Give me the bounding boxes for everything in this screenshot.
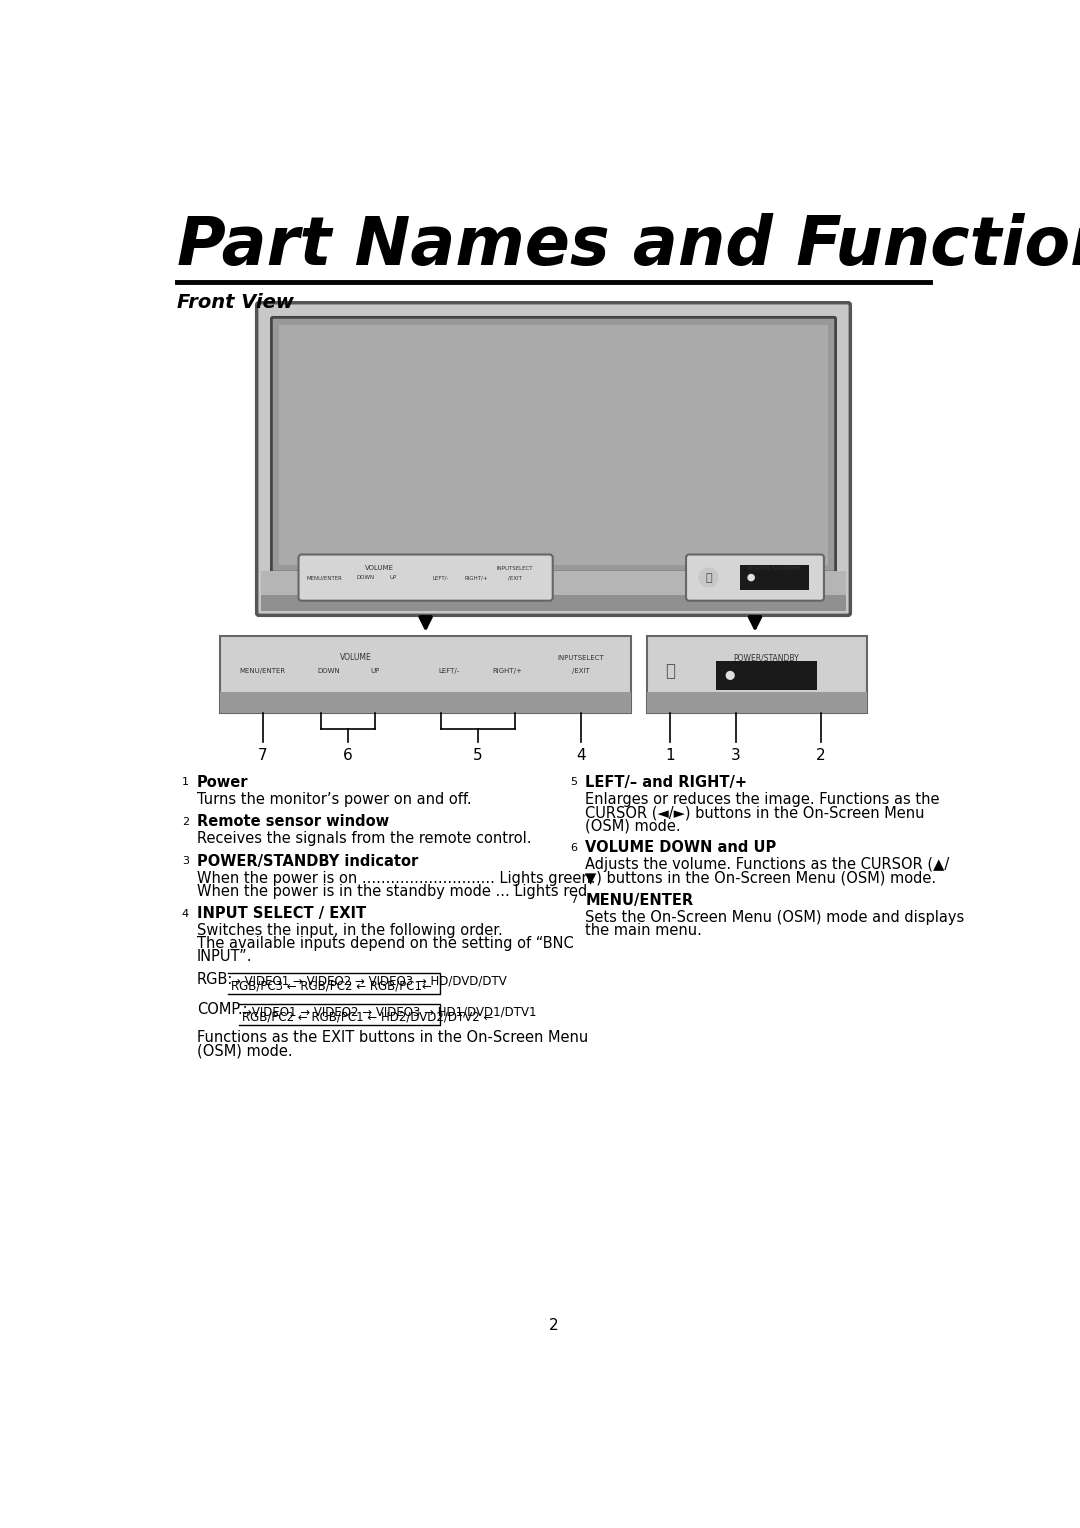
FancyBboxPatch shape xyxy=(298,555,553,601)
Text: Remote sensor window: Remote sensor window xyxy=(197,814,389,830)
Text: MENU/ENTER: MENU/ENTER xyxy=(307,575,342,581)
Text: Part Names and Function: Part Names and Function xyxy=(177,212,1080,278)
Text: 7: 7 xyxy=(258,749,268,762)
Bar xyxy=(279,325,828,564)
Text: 1: 1 xyxy=(181,778,189,787)
Text: 2: 2 xyxy=(549,1317,558,1332)
Text: 3: 3 xyxy=(181,856,189,866)
Text: 5: 5 xyxy=(473,749,483,762)
Text: 4: 4 xyxy=(576,749,585,762)
Text: When the power is on ............................ Lights green.: When the power is on ...................… xyxy=(197,871,595,886)
Bar xyxy=(716,660,816,691)
Text: LEFT/-: LEFT/- xyxy=(433,575,449,581)
Text: The available inputs depend on the setting of “BNC: The available inputs depend on the setti… xyxy=(197,937,573,950)
Text: Enlarges or reduces the image. Functions as the: Enlarges or reduces the image. Functions… xyxy=(585,792,940,807)
Bar xyxy=(647,692,867,714)
Text: Receives the signals from the remote control.: Receives the signals from the remote con… xyxy=(197,831,531,847)
Text: Functions as the EXIT buttons in the On-Screen Menu: Functions as the EXIT buttons in the On-… xyxy=(197,1030,589,1045)
Circle shape xyxy=(723,743,748,769)
Text: INPUTSELECT: INPUTSELECT xyxy=(557,654,604,660)
Text: RGB/PC3 ← RGB/PC2 ← RGB/PC1←: RGB/PC3 ← RGB/PC2 ← RGB/PC1← xyxy=(231,979,432,993)
Circle shape xyxy=(177,854,193,869)
Circle shape xyxy=(727,671,734,680)
Text: RIGHT/+: RIGHT/+ xyxy=(492,668,522,674)
Text: Power: Power xyxy=(197,775,248,790)
Text: Front View: Front View xyxy=(177,293,294,312)
Text: →VIDEO1 → VIDEO2 → VIDEO3 → HD1/DVD1/DTV1: →VIDEO1 → VIDEO2 → VIDEO3 → HD1/DVD1/DTV… xyxy=(242,1005,537,1018)
Text: 5: 5 xyxy=(570,778,577,787)
Bar xyxy=(260,594,847,611)
Text: (OSM) mode.: (OSM) mode. xyxy=(585,817,680,833)
Text: 2: 2 xyxy=(181,817,189,827)
Circle shape xyxy=(657,743,683,769)
Text: Adjusts the volume. Functions as the CURSOR (▲/: Adjusts the volume. Functions as the CUR… xyxy=(585,857,949,872)
Text: Switches the input, in the following order.: Switches the input, in the following ord… xyxy=(197,923,503,938)
Circle shape xyxy=(335,743,362,769)
Text: 7: 7 xyxy=(570,895,577,906)
Circle shape xyxy=(177,906,193,921)
Text: Sets the On-Screen Menu (OSM) mode and displays: Sets the On-Screen Menu (OSM) mode and d… xyxy=(585,909,964,924)
Text: UP: UP xyxy=(390,575,396,581)
Text: 6: 6 xyxy=(570,843,577,853)
Text: (OSM) mode.: (OSM) mode. xyxy=(197,1044,293,1059)
Text: /EXIT: /EXIT xyxy=(571,668,590,674)
Text: RGB/PC2 ← RGB/PC1 ← HD2/DVD2/DTV2 ←: RGB/PC2 ← RGB/PC1 ← HD2/DVD2/DTV2 ← xyxy=(242,1010,494,1024)
Text: DOWN: DOWN xyxy=(356,575,375,581)
Text: ⏻: ⏻ xyxy=(705,573,712,582)
Circle shape xyxy=(249,743,276,769)
Text: ▼) buttons in the On-Screen Menu (OSM) mode.: ▼) buttons in the On-Screen Menu (OSM) m… xyxy=(585,871,936,886)
Text: /EXIT: /EXIT xyxy=(508,575,522,581)
Text: ⏻: ⏻ xyxy=(665,662,675,680)
Bar xyxy=(220,636,631,714)
Text: VOLUME: VOLUME xyxy=(365,565,393,571)
Text: COMP.:: COMP.: xyxy=(197,1002,247,1018)
Circle shape xyxy=(567,743,594,769)
Text: INPUTSELECT: INPUTSELECT xyxy=(497,565,534,571)
Text: 3: 3 xyxy=(731,749,741,762)
Bar xyxy=(220,692,631,714)
Text: 4: 4 xyxy=(181,909,189,918)
Text: 2: 2 xyxy=(816,749,826,762)
FancyBboxPatch shape xyxy=(271,318,836,571)
Circle shape xyxy=(177,814,193,830)
Text: MENU/ENTER: MENU/ENTER xyxy=(585,892,693,908)
Text: RIGHT/+: RIGHT/+ xyxy=(464,575,488,581)
Text: POWER/STANDBY indicator: POWER/STANDBY indicator xyxy=(197,854,418,868)
Text: LEFT/-: LEFT/- xyxy=(438,668,459,674)
Bar xyxy=(647,636,867,714)
Text: INPUT”.: INPUT”. xyxy=(197,949,253,964)
Text: 1: 1 xyxy=(665,749,675,762)
Text: DOWN: DOWN xyxy=(318,668,340,674)
Text: POWER/STANDBY: POWER/STANDBY xyxy=(747,565,801,571)
Text: RGB:: RGB: xyxy=(197,972,233,987)
Circle shape xyxy=(464,743,491,769)
Text: CURSOR (◄/►) buttons in the On-Screen Menu: CURSOR (◄/►) buttons in the On-Screen Me… xyxy=(585,805,924,821)
Text: → VIDEO1 → VIDEO2 → VIDEO3 → HD/DVD/DTV: → VIDEO1 → VIDEO2 → VIDEO3 → HD/DVD/DTV xyxy=(231,975,507,987)
Text: LEFT/– and RIGHT/+: LEFT/– and RIGHT/+ xyxy=(585,775,747,790)
Circle shape xyxy=(566,892,581,908)
Bar xyxy=(260,571,847,611)
Circle shape xyxy=(699,568,718,587)
FancyBboxPatch shape xyxy=(686,555,824,601)
Text: POWER/STANDBY: POWER/STANDBY xyxy=(733,652,799,662)
Text: the main menu.: the main menu. xyxy=(585,923,702,938)
Circle shape xyxy=(566,840,581,856)
Circle shape xyxy=(566,775,581,790)
Text: 6: 6 xyxy=(343,749,353,762)
Circle shape xyxy=(748,575,754,581)
Text: VOLUME: VOLUME xyxy=(340,652,372,662)
Text: When the power is in the standby mode ... Lights red.: When the power is in the standby mode ..… xyxy=(197,883,592,898)
Text: MENU/ENTER: MENU/ENTER xyxy=(240,668,286,674)
Text: UP: UP xyxy=(370,668,380,674)
Circle shape xyxy=(808,743,834,769)
Text: Turns the monitor’s power on and off.: Turns the monitor’s power on and off. xyxy=(197,792,472,807)
FancyBboxPatch shape xyxy=(257,303,850,616)
Circle shape xyxy=(177,775,193,790)
Text: INPUT SELECT / EXIT: INPUT SELECT / EXIT xyxy=(197,906,366,921)
Bar xyxy=(740,565,809,590)
Text: VOLUME DOWN and UP: VOLUME DOWN and UP xyxy=(585,840,777,856)
